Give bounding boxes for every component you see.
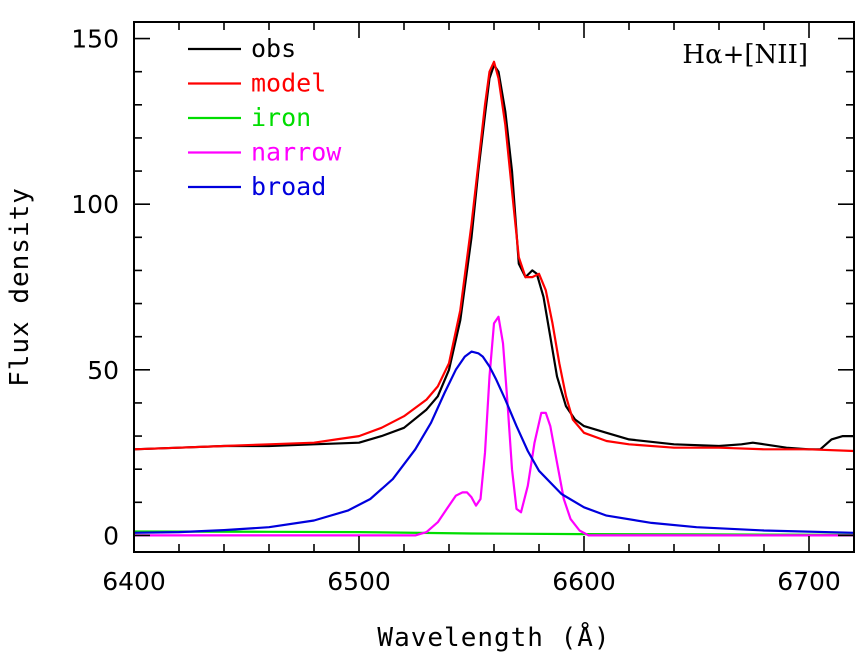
series-layer — [134, 60, 854, 537]
series-line-obs — [134, 63, 854, 451]
series-line-narrow — [134, 315, 854, 537]
plot-frame — [133, 21, 855, 553]
legend-label-broad: broad — [251, 172, 326, 201]
legend-label-narrow: narrow — [251, 138, 342, 167]
y-tick-label: 150 — [71, 25, 119, 54]
series-line-model — [134, 60, 854, 453]
x-tick-label: 6700 — [777, 567, 841, 596]
y-tick-label: 50 — [87, 356, 119, 385]
y-tick-label: 100 — [71, 190, 119, 219]
tick-layer — [133, 22, 855, 552]
x-tick-label: 6500 — [327, 567, 391, 596]
legend-label-model: model — [251, 69, 326, 98]
x-tick-label: 6400 — [102, 567, 166, 596]
x-axis-title: Wavelength (Å) — [377, 621, 610, 653]
y-tick-label: 0 — [103, 521, 119, 550]
legend-label-obs: obs — [251, 34, 296, 63]
tick-label-layer: 6400 6500 6600 6700 0 50 100 150 — [71, 25, 841, 596]
legend-label-iron: iron — [251, 103, 311, 132]
series-line-broad — [134, 350, 854, 534]
y-axis-title: Flux density — [5, 187, 35, 387]
legend: obs model iron narrow broad — [188, 34, 342, 201]
x-tick-label: 6600 — [552, 567, 616, 596]
line-annotation: Hα+[NII] — [682, 40, 808, 70]
